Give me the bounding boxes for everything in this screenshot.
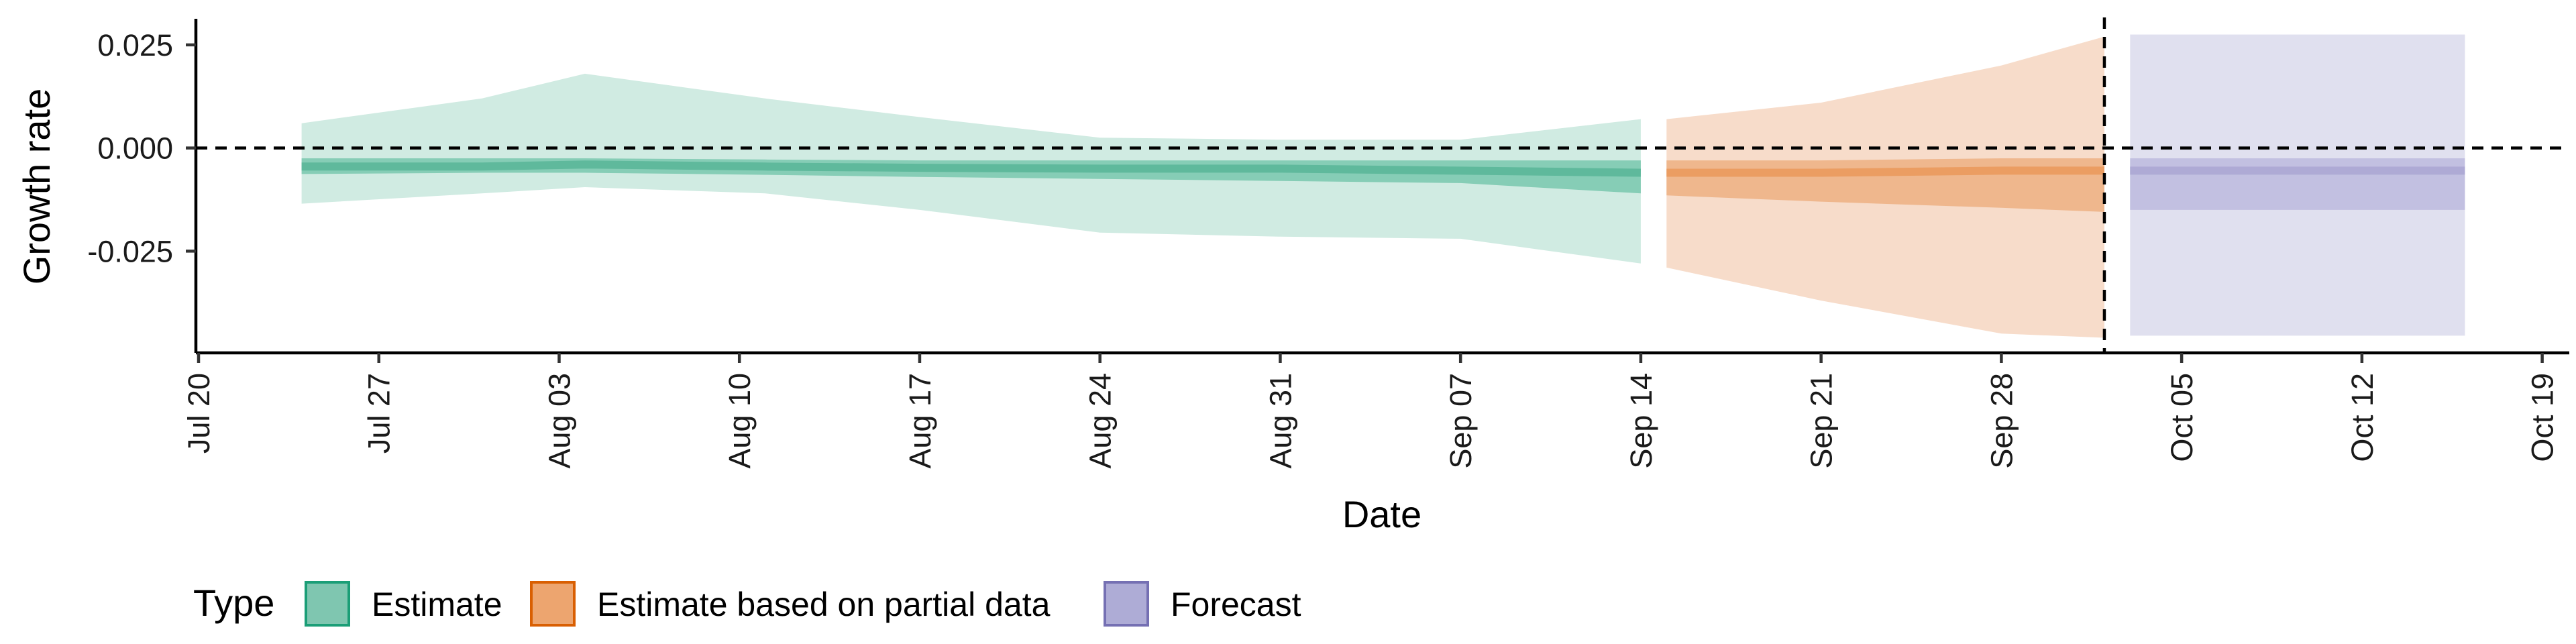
- y-tick-label: 0.025: [97, 28, 173, 62]
- x-tick-label: Jul 20: [182, 373, 216, 453]
- y-tick-label: 0.000: [97, 131, 173, 166]
- legend-key: [530, 581, 576, 627]
- x-tick-label: Aug 24: [1083, 373, 1118, 469]
- x-tick-label: Oct 05: [2165, 373, 2199, 462]
- legend-label: Forecast: [1171, 586, 1301, 623]
- legend-title: Type: [193, 582, 274, 624]
- y-ticks: 0.025 0.000 -0.025: [87, 28, 196, 268]
- series-estimate: [301, 73, 1641, 264]
- series-forecast: [2130, 34, 2465, 336]
- series-2-inner-band: [2130, 158, 2465, 210]
- series-0-median-line: [301, 160, 1641, 177]
- x-tick-label: Aug 03: [543, 373, 577, 469]
- series-estimate-based-on-partial-data: [1666, 36, 2104, 338]
- y-axis-title: Growth rate: [15, 89, 58, 285]
- legend-key: [305, 581, 350, 627]
- legend-item: Estimate based on partial data: [530, 581, 1051, 627]
- x-axis-title: Date: [1342, 493, 1421, 535]
- x-tick-label: Aug 31: [1263, 373, 1297, 469]
- legend-item: Estimate: [305, 581, 502, 627]
- axes: Jul 20 Jul 27 Aug 03 Aug 10 Aug 17 Aug 24 Aug …: [87, 19, 2569, 469]
- legend-label: Estimate based on partial data: [597, 586, 1051, 623]
- series-1-median-line: [1666, 166, 2104, 177]
- x-tick-label: Sep 07: [1444, 373, 1478, 469]
- legend: Type Estimate Estimate based on partial d…: [193, 581, 1301, 627]
- x-tick-label: Oct 19: [2526, 373, 2560, 462]
- y-tick-label: -0.025: [87, 234, 173, 268]
- x-tick-label: Sep 28: [1984, 373, 2019, 469]
- legend-key: [1104, 581, 1149, 627]
- x-ticks: Jul 20 Jul 27 Aug 03 Aug 10 Aug 17 Aug 24 Aug …: [182, 353, 2560, 469]
- x-tick-label: Aug 10: [722, 373, 757, 469]
- x-tick-label: Jul 27: [362, 373, 396, 453]
- plot-area: [196, 17, 2569, 353]
- legend-label: Estimate: [372, 586, 502, 623]
- x-tick-label: Sep 14: [1624, 373, 1658, 469]
- x-tick-label: Aug 17: [903, 373, 937, 469]
- x-tick-label: Oct 12: [2345, 373, 2379, 462]
- x-tick-label: Sep 21: [1805, 373, 1839, 469]
- legend-item: Forecast: [1104, 581, 1301, 627]
